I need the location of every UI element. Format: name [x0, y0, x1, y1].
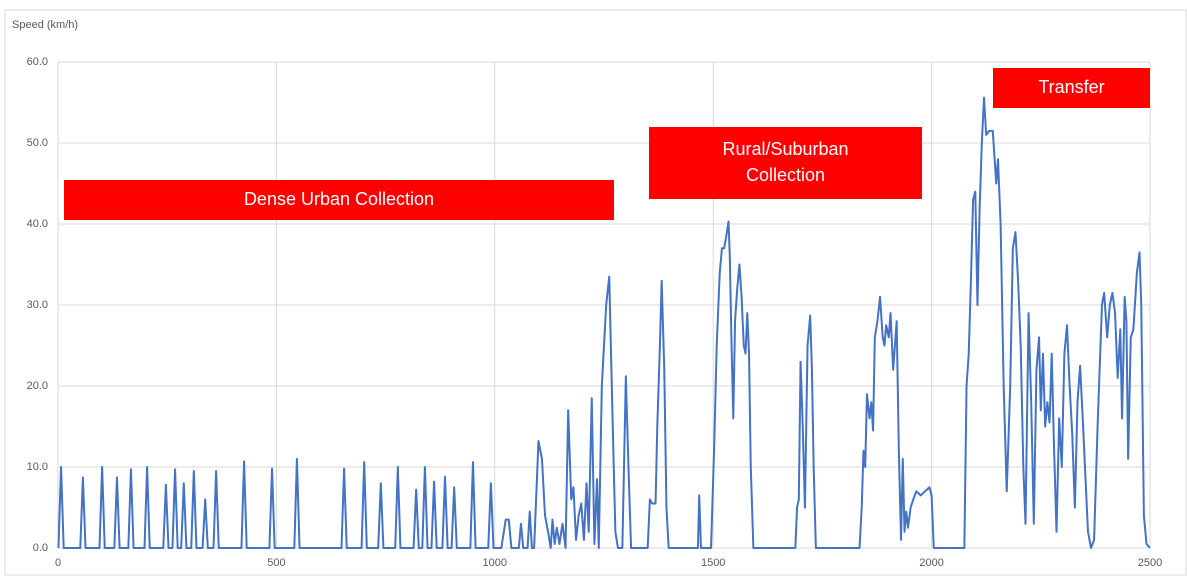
annotation-text: Transfer	[1038, 77, 1104, 97]
x-tick-label: 1000	[483, 557, 507, 569]
x-tick-label: 2500	[1138, 557, 1162, 569]
annotation-text: Dense Urban Collection	[244, 189, 434, 209]
y-tick-label: 30.0	[27, 299, 48, 311]
y-tick-label: 40.0	[27, 218, 48, 230]
y-tick-label: 50.0	[27, 137, 48, 149]
x-tick-label: 500	[267, 557, 285, 569]
chart-frame	[4, 9, 1187, 576]
annotation-box	[649, 127, 922, 199]
y-tick-label: 0.0	[33, 542, 48, 554]
y-axis-title: Speed (km/h)	[12, 19, 78, 31]
x-tick-label: 0	[55, 557, 61, 569]
annotation-text: Collection	[746, 165, 825, 185]
x-tick-label: 1500	[701, 557, 725, 569]
annotation-box	[993, 68, 1150, 108]
y-tick-label: 60.0	[27, 56, 48, 68]
x-tick-label: 2000	[919, 557, 943, 569]
annotation-text: Rural/Suburban	[722, 139, 848, 159]
speed-line	[57, 96, 1151, 549]
y-tick-label: 20.0	[27, 380, 48, 392]
annotation-box	[64, 180, 614, 220]
y-tick-label: 10.0	[27, 461, 48, 473]
